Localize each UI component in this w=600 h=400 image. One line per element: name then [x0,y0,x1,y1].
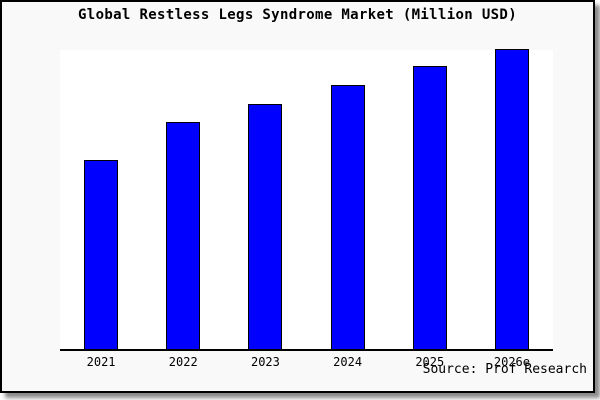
source-credit: Source: Prof Research [422,362,587,377]
bar-2023 [248,104,283,349]
bar-slot-2022 [142,50,224,349]
bar-slot-2025 [389,50,471,349]
x-tick-label-2022: 2022 [168,355,198,369]
bar-slot-2021 [60,50,142,349]
bar-2021 [84,160,119,349]
chart-title: Global Restless Legs Syndrome Market (Mi… [78,7,517,23]
x-axis-labels: 2021 2022 2023 2024 2025 2026e [60,353,553,369]
bar-2026e [494,49,529,349]
bar-slot-2024 [307,50,389,349]
bar-2025 [412,66,447,349]
x-tick-label-2026e: 2026e [493,355,530,369]
bar-2024 [330,85,365,349]
x-tick-label-2025: 2025 [415,355,445,369]
chart-figure: Global Restless Legs Syndrome Market (Mi… [0,0,595,393]
bar-slot-2026e [471,49,553,349]
x-tick-label-2021: 2021 [86,355,116,369]
bar-2022 [166,122,201,349]
x-tick-label-2024: 2024 [333,355,363,369]
bar-slot-2023 [224,50,306,349]
plot-area [60,49,553,351]
x-tick-label-2023: 2023 [250,355,280,369]
